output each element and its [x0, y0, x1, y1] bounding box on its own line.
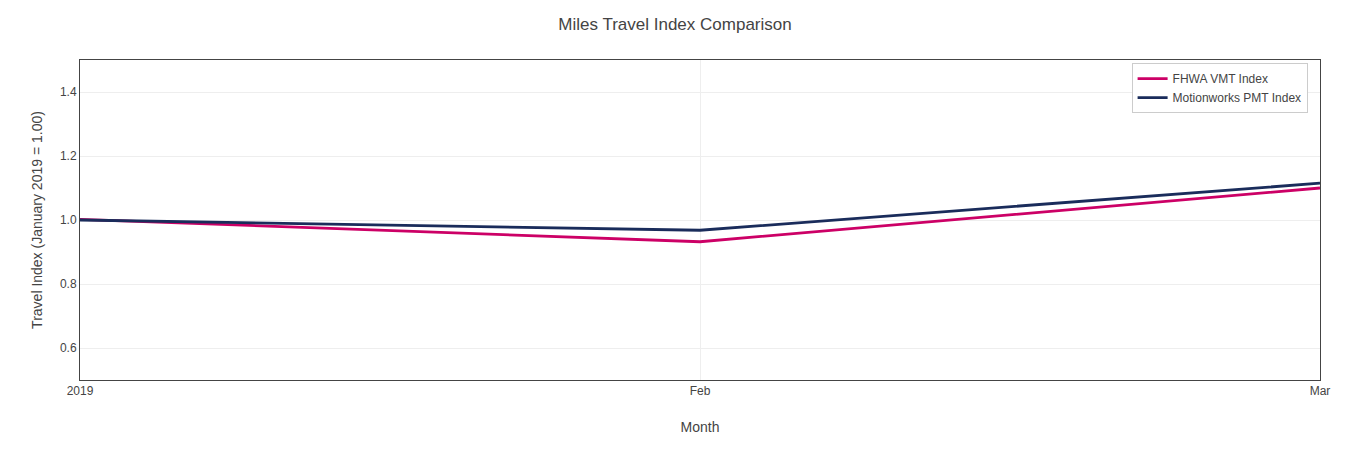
svg-text:Travel Index (January 2019 = 1: Travel Index (January 2019 = 1.00)	[29, 111, 45, 329]
svg-text:Feb: Feb	[690, 384, 711, 398]
svg-text:Motionworks PMT Index: Motionworks PMT Index	[1173, 91, 1302, 105]
svg-text:Mar: Mar	[1310, 384, 1331, 398]
svg-text:FHWA VMT Index: FHWA VMT Index	[1173, 72, 1268, 86]
svg-text:0.8: 0.8	[60, 277, 77, 291]
svg-text:1.2: 1.2	[60, 149, 77, 163]
svg-text:Month: Month	[681, 419, 720, 435]
svg-text:1.0: 1.0	[60, 213, 77, 227]
svg-text:2019: 2019	[67, 384, 94, 398]
svg-text:Miles Travel Index Comparison: Miles Travel Index Comparison	[558, 15, 791, 34]
svg-text:0.6: 0.6	[60, 341, 77, 355]
svg-text:1.4: 1.4	[60, 85, 77, 99]
